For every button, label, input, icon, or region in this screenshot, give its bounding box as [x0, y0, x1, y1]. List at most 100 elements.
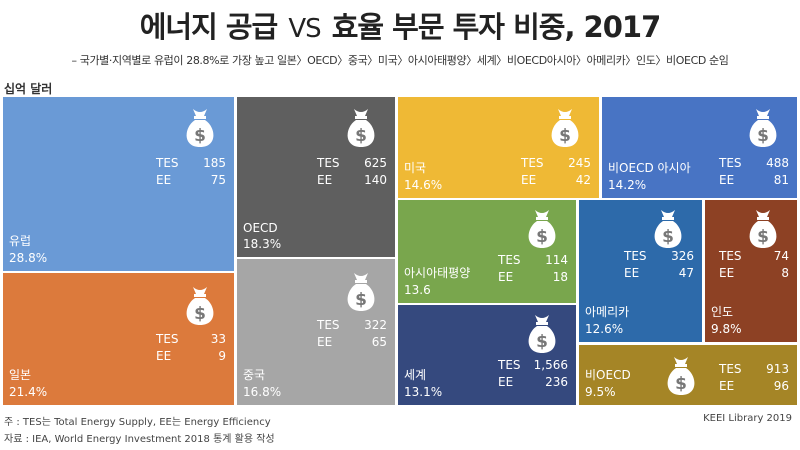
- tile-values: TES 488 EE 81: [719, 155, 789, 189]
- ee-row: EE 236: [498, 374, 568, 391]
- tile-share: 13.1%: [404, 385, 443, 399]
- tile-name: 비OECD 아시아: [608, 161, 691, 175]
- ee-value: 18: [552, 270, 568, 284]
- money-bag-icon: $: [186, 109, 214, 147]
- tile-name: 유럽: [9, 234, 32, 248]
- tes-row: TES 74: [719, 248, 789, 265]
- unit-label: 십억 달러: [4, 82, 53, 96]
- tes-row: TES 1,566: [498, 357, 568, 374]
- tile-name: 세계: [404, 368, 427, 382]
- tes-value: 625: [364, 156, 387, 170]
- tile-share: 21.4%: [9, 385, 48, 399]
- title-vs: VS: [288, 14, 321, 44]
- tile-share: 18.3%: [243, 237, 282, 251]
- ee-row: EE 47: [624, 265, 694, 282]
- tes-label: TES: [521, 156, 544, 170]
- ee-label: EE: [719, 266, 735, 280]
- tile-name: 비OECD: [585, 368, 631, 382]
- ee-value: 65: [371, 335, 387, 349]
- tile-share: 9.8%: [711, 322, 742, 336]
- tile-world: $ TES 1,566 EE 236 세계 13.1%: [398, 305, 576, 405]
- tile-usa: $ TES 245 EE 42 미국 14.6%: [398, 97, 599, 198]
- dollar-sign: $: [536, 332, 548, 352]
- tile-share: 16.8%: [243, 385, 282, 399]
- dollar-sign: $: [355, 126, 367, 146]
- tes-label: TES: [624, 249, 647, 263]
- ee-value: 236: [545, 375, 568, 389]
- tile-name: 미국: [404, 161, 427, 175]
- ee-row: EE 18: [498, 269, 568, 286]
- credit: KEEI Library 2019: [703, 413, 792, 424]
- tile-asia-pacific: $ TES 114 EE 18 아시아태평양 13.6: [398, 200, 576, 303]
- money-bag-icon: $: [667, 357, 695, 395]
- title-part2: 효율 부문 투자 비중, 2017: [331, 10, 662, 44]
- ee-value: 96: [773, 379, 789, 393]
- tile-share: 12.6%: [585, 322, 624, 336]
- money-bag-icon: $: [347, 273, 375, 311]
- tile-share: 14.6%: [404, 178, 443, 192]
- money-bag-icon: $: [528, 315, 556, 353]
- ee-row: EE 9: [156, 348, 226, 365]
- tile-name: 아메리카: [585, 305, 630, 319]
- tes-label: TES: [156, 156, 179, 170]
- ee-row: EE 81: [719, 172, 789, 189]
- tes-value: 114: [545, 253, 568, 267]
- ee-row: EE 75: [156, 172, 226, 189]
- tes-value: 74: [773, 249, 789, 263]
- dollar-sign: $: [662, 227, 674, 247]
- footnote: 주 : TES는 Total Energy Supply, EE는 Energy…: [4, 417, 271, 428]
- tes-row: TES 488: [719, 155, 789, 172]
- tes-row: TES 625: [317, 155, 387, 172]
- money-bag-icon: $: [749, 210, 777, 248]
- money-bag-icon: $: [186, 287, 214, 325]
- ee-label: EE: [521, 173, 537, 187]
- tes-label: TES: [498, 253, 521, 267]
- tile-values: TES 74 EE 8: [719, 248, 789, 282]
- dollar-sign: $: [559, 126, 571, 146]
- tile-values: TES 185 EE 75: [156, 155, 226, 189]
- tes-value: 185: [203, 156, 226, 170]
- ee-label: EE: [498, 375, 514, 389]
- tile-name: 인도: [711, 305, 734, 319]
- tes-label: TES: [498, 358, 521, 372]
- tile-values: TES 625 EE 140: [317, 155, 387, 189]
- ee-row: EE 8: [719, 265, 789, 282]
- tes-value: 913: [766, 362, 789, 376]
- dollar-sign: $: [194, 304, 206, 324]
- ee-value: 9: [218, 349, 226, 363]
- ee-value: 42: [575, 173, 591, 187]
- tile-non-oecd-asia: $ TES 488 EE 81 비OECD 아시아 14.2%: [602, 97, 797, 198]
- tile-non-oecd: $ TES 913 EE 96 비OECD 9.5%: [579, 345, 797, 405]
- tile-values: TES 326 EE 47: [624, 248, 694, 282]
- ee-label: EE: [317, 335, 333, 349]
- tile-oecd: $ TES 625 EE 140 OECD 18.3%: [237, 97, 395, 257]
- dollar-sign: $: [675, 374, 687, 394]
- tes-row: TES 245: [521, 155, 591, 172]
- title-part1: 에너지 공급: [139, 10, 278, 44]
- tes-value: 326: [671, 249, 694, 263]
- tile-values: TES 1,566 EE 236: [498, 357, 568, 391]
- tile-name: 중국: [243, 368, 266, 382]
- tes-row: TES 33: [156, 331, 226, 348]
- money-bag-icon: $: [749, 109, 777, 147]
- tes-row: TES 322: [317, 317, 387, 334]
- ee-row: EE 65: [317, 334, 387, 351]
- ee-value: 140: [364, 173, 387, 187]
- ee-value: 81: [773, 173, 789, 187]
- tile-name: OECD: [243, 221, 278, 235]
- money-bag-icon: $: [347, 109, 375, 147]
- tile-name: 아시아태평양: [404, 266, 471, 280]
- ee-value: 8: [781, 266, 789, 280]
- tes-value: 488: [766, 156, 789, 170]
- tes-label: TES: [719, 249, 742, 263]
- ee-label: EE: [317, 173, 333, 187]
- money-bag-icon: $: [551, 109, 579, 147]
- dollar-sign: $: [194, 126, 206, 146]
- ee-row: EE 42: [521, 172, 591, 189]
- tes-label: TES: [317, 156, 340, 170]
- tes-row: TES 185: [156, 155, 226, 172]
- ee-row: EE 140: [317, 172, 387, 189]
- ee-label: EE: [719, 173, 735, 187]
- dollar-sign: $: [757, 227, 769, 247]
- tile-values: TES 114 EE 18: [498, 252, 568, 286]
